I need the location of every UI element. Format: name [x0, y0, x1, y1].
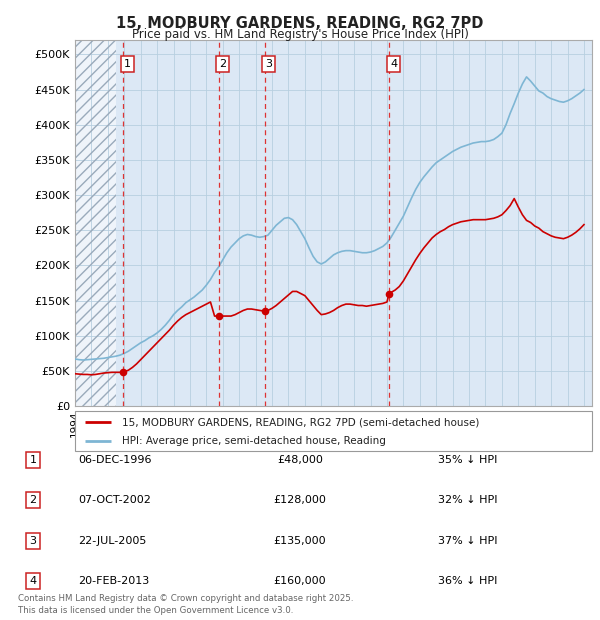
Text: 07-OCT-2002: 07-OCT-2002 — [78, 495, 151, 505]
Text: 35% ↓ HPI: 35% ↓ HPI — [438, 455, 497, 465]
Text: 4: 4 — [29, 576, 37, 586]
Text: 1: 1 — [124, 59, 131, 69]
Bar — [75, 40, 116, 406]
Text: Price paid vs. HM Land Registry's House Price Index (HPI): Price paid vs. HM Land Registry's House … — [131, 28, 469, 41]
Text: 1: 1 — [29, 455, 37, 465]
Text: 20-FEB-2013: 20-FEB-2013 — [78, 576, 149, 586]
Text: £160,000: £160,000 — [274, 576, 326, 586]
Text: 15, MODBURY GARDENS, READING, RG2 7PD: 15, MODBURY GARDENS, READING, RG2 7PD — [116, 16, 484, 31]
Text: 37% ↓ HPI: 37% ↓ HPI — [438, 536, 497, 546]
Text: 3: 3 — [29, 536, 37, 546]
Text: 2: 2 — [219, 59, 226, 69]
FancyBboxPatch shape — [75, 411, 592, 451]
Text: 22-JUL-2005: 22-JUL-2005 — [78, 536, 146, 546]
Text: £135,000: £135,000 — [274, 536, 326, 546]
Text: 32% ↓ HPI: 32% ↓ HPI — [438, 495, 497, 505]
Text: 2: 2 — [29, 495, 37, 505]
Text: 3: 3 — [265, 59, 272, 69]
Text: HPI: Average price, semi-detached house, Reading: HPI: Average price, semi-detached house,… — [122, 436, 385, 446]
Text: Contains HM Land Registry data © Crown copyright and database right 2025.
This d: Contains HM Land Registry data © Crown c… — [18, 594, 353, 615]
Text: £48,000: £48,000 — [277, 455, 323, 465]
Text: 36% ↓ HPI: 36% ↓ HPI — [438, 576, 497, 586]
Text: £128,000: £128,000 — [274, 495, 326, 505]
Text: 15, MODBURY GARDENS, READING, RG2 7PD (semi-detached house): 15, MODBURY GARDENS, READING, RG2 7PD (s… — [122, 417, 479, 427]
Text: 4: 4 — [390, 59, 397, 69]
Bar — [75, 40, 116, 406]
Text: 06-DEC-1996: 06-DEC-1996 — [78, 455, 151, 465]
